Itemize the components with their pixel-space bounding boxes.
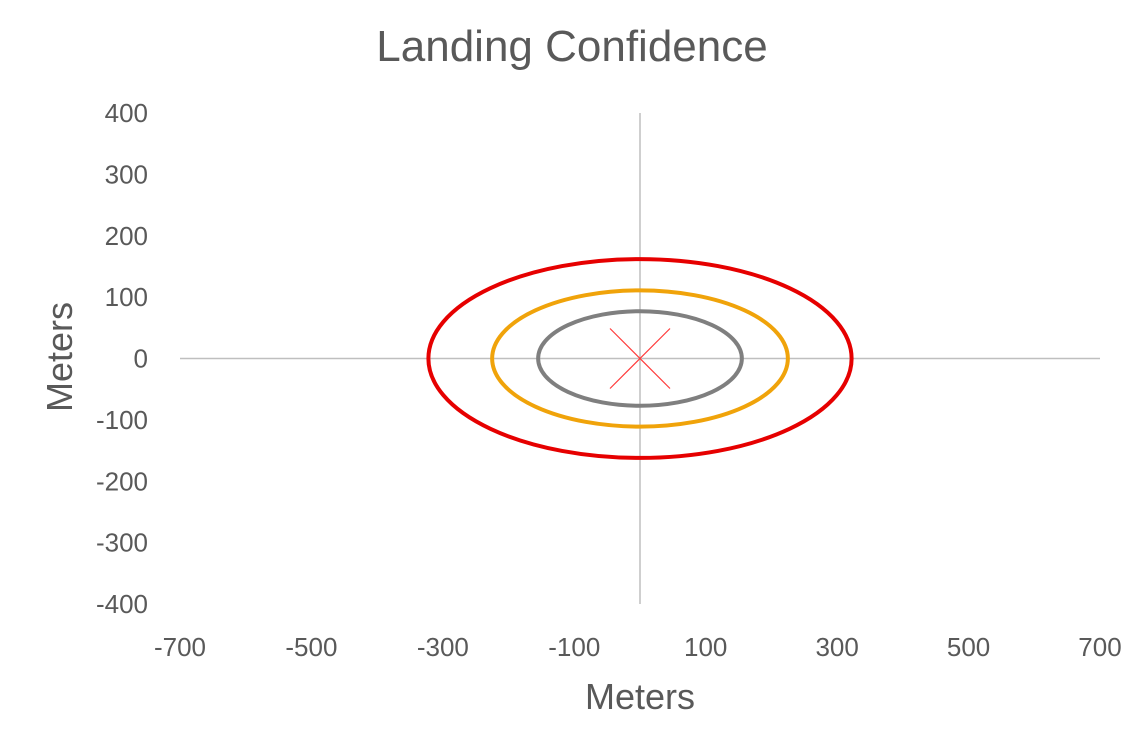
- y-tick-label: 400: [105, 98, 148, 128]
- target-marker-stroke-b: [609, 328, 671, 389]
- y-tick-label: 0: [134, 344, 148, 374]
- x-tick-label: 700: [1078, 632, 1121, 662]
- confidence-ellipse-1: [536, 309, 744, 408]
- y-tick-label: 100: [105, 282, 148, 312]
- y-tick-label: -400: [96, 589, 148, 619]
- x-tick-label: -100: [548, 632, 600, 662]
- x-tick-label: -500: [285, 632, 337, 662]
- x-tick-label: -300: [417, 632, 469, 662]
- x-tick-label: 500: [947, 632, 990, 662]
- y-tick-label: -100: [96, 405, 148, 435]
- x-axis-title: Meters: [584, 676, 696, 717]
- chart-title: Landing Confidence: [376, 22, 768, 71]
- y-tick-label: 300: [105, 159, 148, 189]
- x-tick-label: 300: [815, 632, 858, 662]
- confidence-ellipse-3: [426, 257, 854, 460]
- confidence-ellipse-2: [490, 288, 790, 429]
- x-tick-label: -700: [154, 632, 206, 662]
- y-tick-label: -200: [96, 466, 148, 496]
- y-tick-label: 200: [105, 221, 148, 251]
- y-tick-label: -300: [96, 528, 148, 558]
- x-tick-label: 100: [684, 632, 727, 662]
